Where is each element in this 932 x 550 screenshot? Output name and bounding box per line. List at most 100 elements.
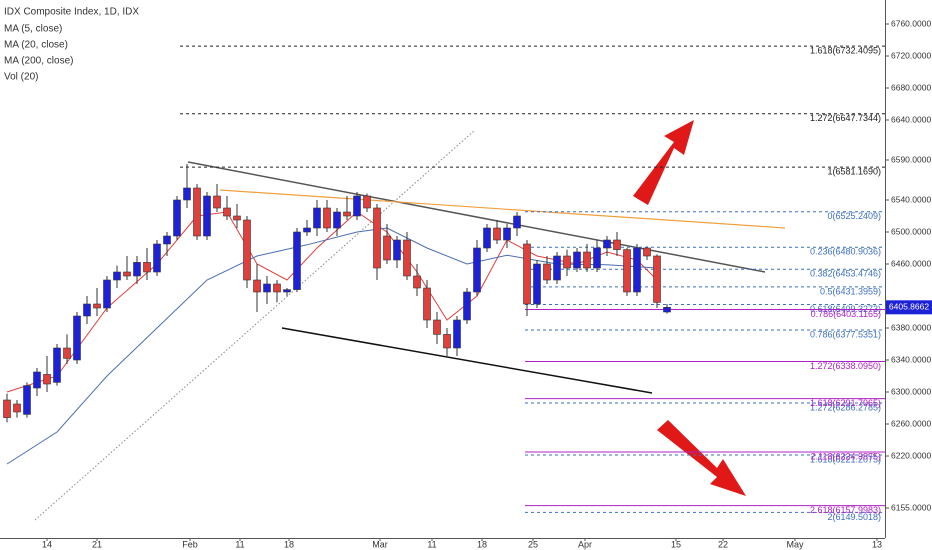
candle-body [3, 399, 11, 418]
fib-level-label: 1.272(6647.7344) [810, 113, 881, 123]
candle-body [253, 279, 261, 293]
y-tick-label: 6590.0000 [891, 154, 931, 164]
x-tick-label: 21 [92, 539, 102, 549]
candle-body [493, 227, 501, 241]
candle-body [563, 255, 571, 269]
candle-body [393, 239, 401, 261]
candle-body [603, 239, 611, 249]
fib-level-label: 1.618(6221.2075) [810, 454, 881, 464]
fib-level-label: 0.382(6453.4746) [810, 269, 881, 279]
candle-body [323, 207, 331, 229]
candle-body [613, 239, 621, 250]
candle-body [243, 219, 251, 281]
candle-body [653, 255, 661, 303]
candle-body [383, 235, 391, 261]
fib-level-label: 2(6149.5018) [827, 512, 881, 522]
candle-body [23, 385, 31, 415]
x-tick-label: Apr [578, 539, 592, 549]
legend-item: MA (200, close) [4, 56, 73, 67]
candle-body [503, 227, 511, 241]
candle-body [63, 347, 71, 359]
y-tick-label: 6640.0000 [891, 114, 931, 124]
candle-body [233, 215, 241, 221]
candle-body [143, 262, 151, 273]
resistance-trendline [187, 161, 766, 273]
candle-body [453, 319, 461, 349]
y-tick-label: 6300.0000 [891, 386, 931, 396]
candle-body [123, 271, 131, 277]
candle-body [193, 187, 201, 237]
candle-body [573, 251, 581, 269]
candle-body [93, 303, 101, 309]
down-arrow [657, 420, 746, 496]
candle-body [443, 334, 451, 349]
candle-body [213, 195, 221, 209]
candle-body [373, 207, 381, 269]
moving-average [6, 227, 658, 465]
candle-body [483, 227, 491, 249]
candle-body [103, 279, 111, 309]
candle-body [333, 211, 341, 229]
candle-body [183, 187, 191, 201]
candle-body [363, 195, 371, 209]
candle-body [313, 207, 321, 229]
candle-body [13, 403, 21, 413]
candle-body [153, 243, 161, 273]
candle-body [73, 315, 81, 361]
candle-body [293, 231, 301, 290]
fib-level-label: 1.272(6338.0950) [810, 361, 881, 371]
x-tick-label: 15 [671, 539, 681, 549]
y-tick-label: 6460.0000 [891, 258, 931, 268]
candle-body [473, 247, 481, 293]
y-tick-label: 6260.0000 [891, 418, 931, 428]
candle-body [513, 215, 521, 229]
y-tick-label: 6760.0000 [891, 18, 931, 28]
candle-body [413, 275, 421, 289]
candle-body [223, 207, 231, 217]
x-tick-label: 13 [872, 539, 882, 549]
candle-body [433, 319, 441, 335]
y-tick-label: 6720.0000 [891, 50, 931, 60]
x-tick-label: 18 [477, 539, 487, 549]
candle-body [263, 283, 271, 293]
candle-body [523, 243, 531, 305]
candle-body [353, 195, 361, 217]
fib-level-label: 0.5(6431.3959) [820, 286, 881, 296]
fib-level-label: 0.786(6403.1165) [811, 309, 881, 319]
candle-body [343, 211, 351, 217]
legend-item: MA (20, close) [4, 40, 68, 51]
candle-body [303, 227, 311, 233]
y-tick-label: 6220.0000 [891, 450, 931, 460]
candle-body [643, 247, 651, 257]
x-tick-label: 14 [42, 539, 52, 549]
fib-level-label: 0.786(6377.5351) [810, 329, 881, 339]
candle-body [593, 247, 601, 269]
fib-level-label: 2.618(6157.9983) [810, 505, 881, 515]
fib-level-label: 2.118(6224.9875) [811, 451, 881, 461]
x-tick-label: 11 [235, 539, 244, 549]
y-tick-label: 6340.0000 [891, 354, 931, 364]
candle-body [273, 283, 281, 293]
candle-body [133, 262, 141, 277]
fib-level-label: 1.272(6286.2785) [810, 402, 881, 412]
x-tick-label: 11 [427, 539, 436, 549]
orange-trendline [219, 189, 786, 229]
candle-body [463, 291, 471, 321]
legend-item: MA (5, close) [4, 24, 62, 35]
y-tick-label: 6155.0000 [891, 502, 931, 512]
candle-body [173, 199, 181, 237]
candle-body [663, 307, 671, 313]
candle-body [543, 263, 551, 281]
x-tick-label: Mar [372, 539, 388, 549]
last-price-box [886, 300, 932, 315]
candle-body [53, 347, 61, 383]
fib-level-label: 0.236(6480.9036) [810, 247, 881, 257]
last-price-label: 6405.8662 [889, 302, 929, 312]
fib-level-label: 0(6525.2409) [827, 211, 881, 221]
candle-body [623, 249, 631, 293]
candle-body [533, 263, 541, 305]
x-tick-label: May [786, 539, 804, 549]
x-tick-label: Feb [182, 539, 198, 549]
